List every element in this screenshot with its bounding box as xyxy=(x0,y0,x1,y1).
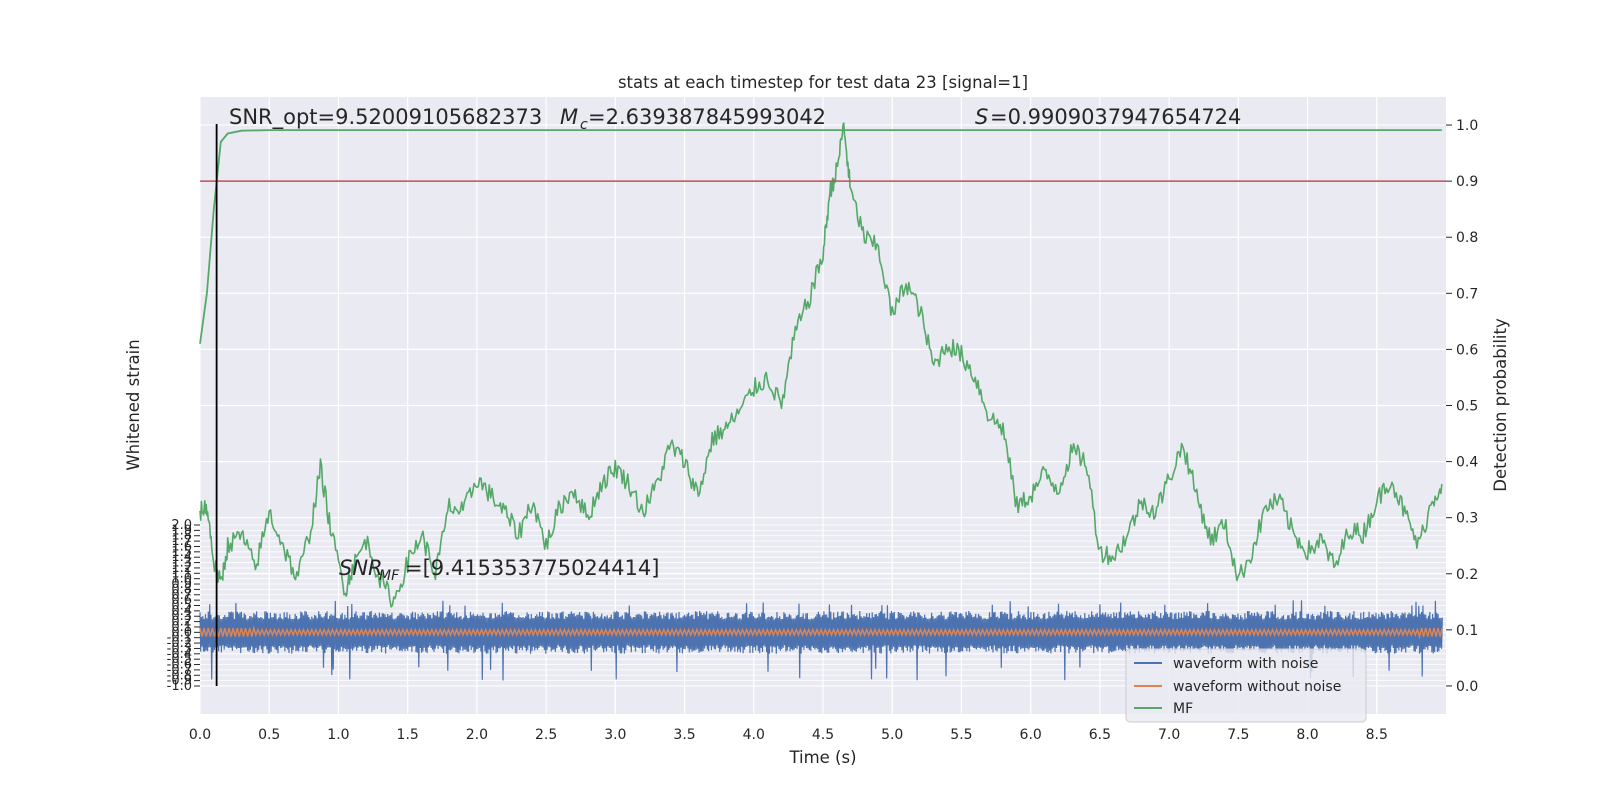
right-tick-label: 0.8 xyxy=(1456,230,1478,246)
legend-box xyxy=(1125,648,1367,723)
waveform-with-noise-line xyxy=(199,600,1443,681)
x-tick-label: 0.0 xyxy=(189,727,211,743)
left-tick-label: 1.8 xyxy=(171,529,192,544)
left-tick-label: 0.3 xyxy=(171,609,192,624)
left-tick-label: 0.7 xyxy=(171,588,192,603)
waveform-without-noise-line xyxy=(199,625,1444,640)
x-tick-label: 6.5 xyxy=(1089,727,1111,743)
noise-path xyxy=(199,600,1443,681)
left-tick-label: -0.8 xyxy=(167,668,192,683)
left-tick-label: 0.0 xyxy=(171,625,192,640)
snr-opt-annotation: SNR_opt=9.52009105682373 xyxy=(229,105,542,130)
right-tick-label: 0.4 xyxy=(1456,455,1478,471)
left-tick-label: 0.8 xyxy=(171,582,192,597)
mc-symbol: M xyxy=(560,105,578,129)
right-axis-ticks: 0.0 0.1 0.2 0.3 0.4 0.5 0.6 0.7 0.8 0.9 1.0 xyxy=(1446,118,1478,695)
left-tick-label: 0.6 xyxy=(171,593,192,608)
right-tick-label: 1.0 xyxy=(1456,118,1478,134)
right-tick-label: 0.0 xyxy=(1456,679,1478,695)
mf-overlay-path xyxy=(199,122,1443,608)
left-tick-label: 0.2 xyxy=(171,615,192,630)
x-tick-label: 3.5 xyxy=(673,727,695,743)
left-tick-label: 1.4 xyxy=(171,550,192,565)
left-tick-label: 0.9 xyxy=(171,577,192,592)
left-tick-label: 0.4 xyxy=(171,604,192,619)
left-tick-label: -0.3 xyxy=(167,641,192,656)
left-tick-label: 1.9 xyxy=(171,523,192,538)
mf-line xyxy=(199,129,1442,344)
x-tick-label: 1.0 xyxy=(327,727,349,743)
x-tick-label: 0.5 xyxy=(258,727,280,743)
left-tick-label: 2.0 xyxy=(171,518,192,533)
left-axis-label: Whitened strain xyxy=(124,339,143,470)
x-tick-label: 3.0 xyxy=(604,727,626,743)
left-tick-label: -1.0 xyxy=(167,679,192,694)
left-axis-ticks: -1.0-0.9-0.8-0.7-0.6-0.5-0.4-0.3-0.2-0.1… xyxy=(167,518,200,694)
mc-annotation: M c =2.639387845993042 xyxy=(560,105,826,133)
snr-mf-value: =[9.415353775024414] xyxy=(405,556,659,580)
left-tick-label: 1.0 xyxy=(171,572,192,587)
left-tick-label: 1.7 xyxy=(171,534,192,549)
right-tick-label: 0.5 xyxy=(1456,399,1478,415)
x-tick-label: 1.5 xyxy=(397,727,419,743)
legend: waveform with noise waveform without noi… xyxy=(1125,648,1367,723)
left-tick-label: -0.2 xyxy=(167,636,192,651)
x-axis-label: Time (s) xyxy=(788,748,856,767)
x-tick-label: 2.0 xyxy=(466,727,488,743)
x-tick-label: 4.5 xyxy=(812,727,834,743)
left-tick-label: 1.1 xyxy=(171,566,192,581)
s-annotation: S =0.9909037947654724 xyxy=(975,105,1241,129)
right-tick-label: 0.1 xyxy=(1456,623,1478,639)
right-tick-label: 0.9 xyxy=(1456,174,1478,190)
right-axis-label: Detection probability xyxy=(1491,318,1510,492)
right-tick-label: 0.6 xyxy=(1456,342,1478,358)
x-tick-label: 2.5 xyxy=(535,727,557,743)
left-tick-label: 0.1 xyxy=(171,620,192,635)
left-tick-label: 1.5 xyxy=(171,545,192,560)
s-symbol: S xyxy=(975,105,988,129)
mf-overlay-line xyxy=(199,122,1443,608)
chart-title: stats at each timestep for test data 23 … xyxy=(618,73,1028,92)
x-tick-label: 8.0 xyxy=(1296,727,1318,743)
x-axis-ticks: 0.0 0.5 1.0 1.5 2.0 2.5 3.0 3.5 4.0 4.5 5.0 5.5 6.0 6… xyxy=(189,727,1388,743)
x-tick-label: 4.0 xyxy=(743,727,765,743)
snr-mf-symbol: SNR xyxy=(339,556,383,580)
snr-mf-subscript: MF xyxy=(379,568,400,584)
x-tick-label: 8.5 xyxy=(1366,727,1388,743)
s-value: =0.9909037947654724 xyxy=(990,105,1241,129)
left-tick-label: 1.2 xyxy=(171,561,192,576)
left-tick-label: -0.4 xyxy=(167,647,192,662)
legend-label-clean: waveform without noise xyxy=(1173,679,1341,695)
left-tick-label: 0.5 xyxy=(171,599,192,614)
right-tick-label: 0.7 xyxy=(1456,286,1478,302)
legend-label-noise: waveform with noise xyxy=(1173,656,1318,672)
left-tick-label: 1.3 xyxy=(171,556,192,571)
left-tick-label: -0.1 xyxy=(167,631,192,646)
x-tick-label: 7.5 xyxy=(1227,727,1249,743)
left-tick-label: -0.9 xyxy=(167,674,192,689)
snr-mf-annotation: SNR MF =[9.415353775024414] xyxy=(339,556,659,584)
clean-path xyxy=(199,625,1444,640)
left-tick-label: -0.5 xyxy=(167,652,192,667)
right-tick-label: 0.3 xyxy=(1456,511,1478,527)
mc-value: =2.639387845993042 xyxy=(588,105,826,129)
x-tick-label: 7.0 xyxy=(1158,727,1180,743)
mf-path xyxy=(199,129,1442,344)
right-tick-label: 0.2 xyxy=(1456,567,1478,583)
left-tick-label: 1.6 xyxy=(171,539,192,554)
mc-subscript: c xyxy=(580,117,588,133)
left-tick-label: -0.6 xyxy=(167,658,192,673)
x-tick-label: 5.0 xyxy=(881,727,903,743)
legend-label-mf: MF xyxy=(1173,701,1193,717)
x-tick-label: 5.5 xyxy=(950,727,972,743)
left-tick-label: -0.7 xyxy=(167,663,192,678)
x-tick-label: 6.0 xyxy=(1020,727,1042,743)
